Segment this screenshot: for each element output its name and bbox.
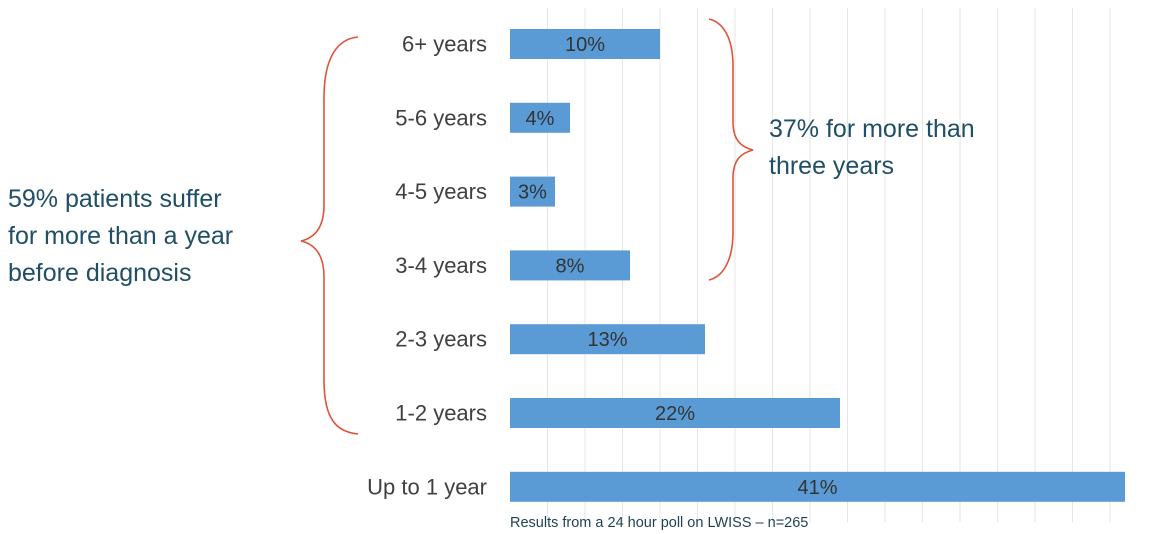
bar <box>510 176 555 207</box>
category-label: 2-3 years <box>395 327 487 352</box>
bar <box>510 29 660 59</box>
left-annotation-line-3: before diagnosis <box>8 259 191 287</box>
data-label: 3% <box>518 182 547 204</box>
bar <box>510 324 705 355</box>
right-annotation: 37% for more than three years <box>769 115 982 180</box>
left-annotation-line-2: for more than a year <box>8 222 233 250</box>
category-label: 6+ years <box>402 32 487 57</box>
category-label: 4-5 years <box>395 179 487 204</box>
category-label: 1-2 years <box>395 401 487 426</box>
bar <box>510 398 840 428</box>
left-annotation-line-1: 59% patients suffer <box>8 185 222 213</box>
right-annotation-line-1: 37% for more than <box>769 115 975 143</box>
data-label: 10% <box>565 34 605 56</box>
bar <box>510 250 630 281</box>
category-labels: 6+ years 5-6 years 4-5 years 3-4 years 2-3 y… <box>367 32 487 500</box>
right-curly-bracket <box>708 18 754 281</box>
bar <box>510 471 1125 502</box>
data-label: 22% <box>655 403 695 425</box>
data-labels: 10% 4% 3% 8% 13% 22% 41% <box>518 34 838 499</box>
footnote: Results from a 24 hour poll on LWISS – n… <box>510 515 808 531</box>
gridlines <box>547 8 1111 522</box>
category-label: 5-6 years <box>395 105 487 130</box>
data-label: 13% <box>587 329 627 351</box>
category-label: Up to 1 year <box>367 474 487 499</box>
right-annotation-line-2: three years <box>769 152 894 180</box>
left-annotation: 59% patients suffer for more than a year… <box>8 185 240 287</box>
data-label: 4% <box>526 108 555 130</box>
data-label: 41% <box>797 477 837 499</box>
data-label: 8% <box>556 255 585 277</box>
category-label: 3-4 years <box>395 253 487 278</box>
left-curly-bracket <box>300 36 359 435</box>
bars <box>510 29 1125 502</box>
bar <box>510 102 570 133</box>
